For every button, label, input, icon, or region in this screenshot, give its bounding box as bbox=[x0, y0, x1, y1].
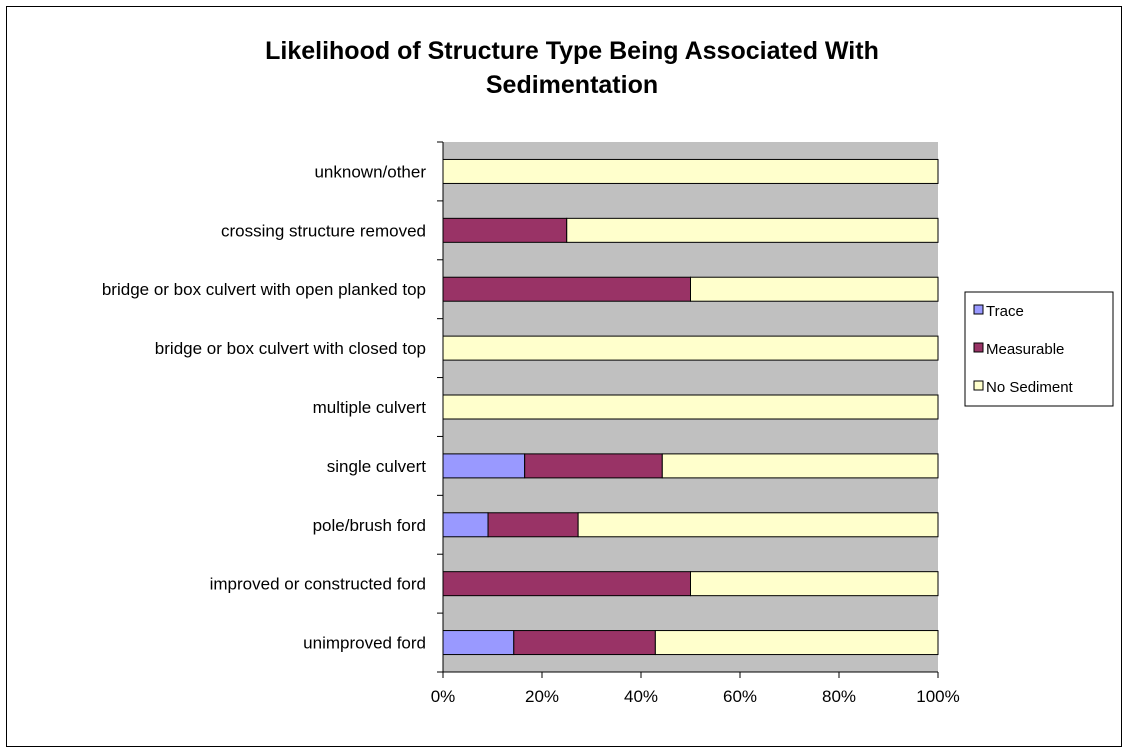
x-tick-label-3: 60% bbox=[723, 687, 757, 706]
bar-no-sediment-2 bbox=[690, 276, 939, 302]
bar-measurable-7 bbox=[442, 571, 691, 597]
legend-box bbox=[964, 291, 1114, 407]
legend-label-trace: Trace bbox=[986, 303, 1024, 320]
bar-no-sediment-0 bbox=[442, 158, 939, 184]
category-label-5: single culvert bbox=[327, 457, 426, 476]
bar-measurable-1 bbox=[442, 217, 568, 243]
bar-trace-6 bbox=[442, 512, 489, 538]
x-tick-label-5: 100% bbox=[916, 687, 959, 706]
category-label-7: improved or constructed ford bbox=[210, 575, 426, 594]
legend-swatch-no-sediment bbox=[973, 380, 984, 391]
legend-label-measurable: Measurable bbox=[986, 341, 1064, 358]
legend: Trace Measurable No Sediment bbox=[964, 291, 1114, 407]
category-label-1: crossing structure removed bbox=[221, 221, 426, 240]
legend-swatch-trace bbox=[973, 304, 984, 315]
bar-no-sediment-3 bbox=[442, 335, 939, 361]
x-tick-label-0: 0% bbox=[431, 687, 456, 706]
category-label-8: unimproved ford bbox=[303, 634, 426, 653]
bar-no-sediment-6 bbox=[577, 512, 939, 538]
bar-no-sediment-1 bbox=[566, 217, 939, 243]
bar-no-sediment-7 bbox=[690, 571, 939, 597]
bar-no-sediment-4 bbox=[442, 394, 939, 420]
bars-layer bbox=[442, 158, 939, 656]
labels-layer: unknown/other crossing structure removed b… bbox=[102, 162, 960, 706]
category-label-6: pole/brush ford bbox=[313, 516, 426, 535]
chart-title-line-1: Likelihood of Structure Type Being Assoc… bbox=[265, 37, 879, 65]
category-label-0: unknown/other bbox=[314, 162, 426, 181]
x-tick-label-4: 80% bbox=[822, 687, 856, 706]
ticks-layer bbox=[437, 141, 939, 678]
x-tick-label-1: 20% bbox=[525, 687, 559, 706]
legend-swatch-measurable bbox=[973, 342, 984, 353]
category-label-2: bridge or box culvert with open planked … bbox=[102, 280, 426, 299]
x-tick-label-2: 40% bbox=[624, 687, 658, 706]
bar-measurable-5 bbox=[524, 453, 663, 479]
bar-measurable-6 bbox=[487, 512, 579, 538]
category-label-4: multiple culvert bbox=[313, 398, 427, 417]
bar-measurable-2 bbox=[442, 276, 691, 302]
legend-label-no-sediment: No Sediment bbox=[986, 379, 1074, 396]
bar-measurable-8 bbox=[513, 630, 656, 656]
chart-title-line-2: Sedimentation bbox=[486, 71, 658, 99]
bar-no-sediment-8 bbox=[654, 630, 939, 656]
bar-no-sediment-5 bbox=[661, 453, 939, 479]
bar-trace-5 bbox=[442, 453, 526, 479]
category-label-3: bridge or box culvert with closed top bbox=[155, 339, 426, 358]
bar-trace-8 bbox=[442, 630, 515, 656]
